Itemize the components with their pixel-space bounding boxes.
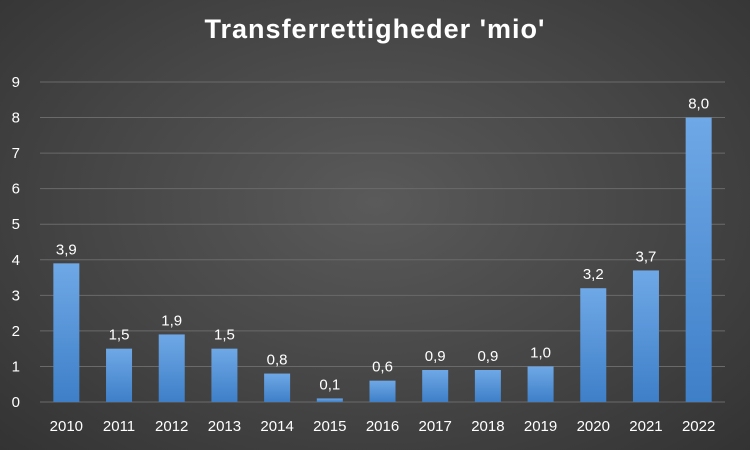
data-labels: 3,9 1,5 1,9 1,5 0,8 0,1 0,6 0,9 0,9 1,0 3,2 3,7 8,0 xyxy=(56,96,709,394)
bar-2016 xyxy=(369,380,396,402)
data-label-2011: 1,5 xyxy=(109,327,130,344)
x-tick-label-2015: 2015 xyxy=(313,418,346,435)
bars xyxy=(53,117,712,403)
y-tick-label: 4 xyxy=(12,252,20,269)
y-tick-label: 6 xyxy=(12,181,20,198)
x-tick-label-2010: 2010 xyxy=(50,418,83,435)
x-tick-label-2017: 2017 xyxy=(419,418,452,435)
y-tick-label: 3 xyxy=(12,287,20,304)
x-axis-ticks: 2010 2011 2012 2013 2014 2015 2016 2017 2018 2019… xyxy=(50,418,716,435)
gridlines xyxy=(40,81,725,403)
y-tick-label: 5 xyxy=(12,216,20,233)
y-tick-label: 0 xyxy=(12,394,20,411)
bar-2022 xyxy=(685,117,712,403)
y-tick-label: 1 xyxy=(12,358,20,375)
bar-2015 xyxy=(316,398,343,402)
data-label-2015: 0,1 xyxy=(319,376,340,393)
bar-2017 xyxy=(422,370,449,402)
bar-2014 xyxy=(264,373,291,402)
y-tick-label: 9 xyxy=(12,74,20,91)
bar-2013 xyxy=(211,348,238,402)
data-label-2018: 0,9 xyxy=(477,348,498,365)
bar-2018 xyxy=(474,370,501,402)
x-tick-label-2021: 2021 xyxy=(629,418,662,435)
data-label-2014: 0,8 xyxy=(267,352,288,369)
data-label-2022: 8,0 xyxy=(688,96,709,113)
bar-2010 xyxy=(53,263,80,402)
data-label-2010: 3,9 xyxy=(56,241,77,258)
x-tick-label-2016: 2016 xyxy=(366,418,399,435)
data-label-2020: 3,2 xyxy=(583,266,604,283)
y-axis-ticks: 0 1 2 3 4 5 6 7 8 9 xyxy=(12,74,20,411)
x-tick-label-2014: 2014 xyxy=(260,418,293,435)
bar-2012 xyxy=(158,334,185,402)
y-tick-label: 7 xyxy=(12,145,20,162)
chart-title: Transferrettigheder 'mio' xyxy=(204,14,546,44)
x-tick-label-2018: 2018 xyxy=(471,418,504,435)
data-label-2019: 1,0 xyxy=(530,344,551,361)
x-tick-label-2022: 2022 xyxy=(682,418,715,435)
x-tick-label-2013: 2013 xyxy=(208,418,241,435)
bar-2021 xyxy=(632,270,659,402)
data-label-2021: 3,7 xyxy=(636,248,657,265)
bar-2011 xyxy=(106,348,133,402)
bar-2020 xyxy=(580,288,607,402)
data-label-2012: 1,9 xyxy=(161,312,182,329)
data-label-2016: 0,6 xyxy=(372,359,393,376)
x-tick-label-2019: 2019 xyxy=(524,418,557,435)
y-tick-label: 2 xyxy=(12,323,20,340)
x-tick-label-2012: 2012 xyxy=(155,418,188,435)
data-label-2013: 1,5 xyxy=(214,327,235,344)
x-tick-label-2020: 2020 xyxy=(577,418,610,435)
data-label-2017: 0,9 xyxy=(425,348,446,365)
y-tick-label: 8 xyxy=(12,110,20,127)
x-tick-label-2011: 2011 xyxy=(103,418,135,435)
bar-2019 xyxy=(527,366,554,402)
